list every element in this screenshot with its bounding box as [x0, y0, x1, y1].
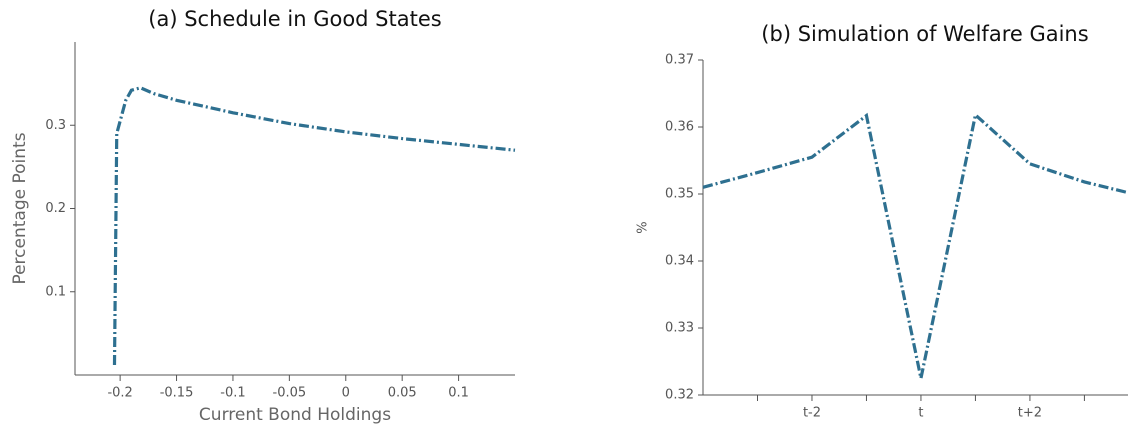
x-tick-label: 0.1 [448, 386, 469, 401]
y-tick-label: 0.37 [665, 53, 694, 68]
x-tick-label: t-2 [803, 406, 821, 421]
y-tick-label: 0.35 [665, 187, 694, 202]
y-tick-label: 0.2 [45, 201, 66, 216]
x-tick-label: 0 [342, 386, 350, 401]
x-axis-label: Current Bond Holdings [199, 405, 391, 425]
chart-title: (b) Simulation of Welfare Gains [761, 22, 1088, 46]
line-series [702, 111, 1129, 379]
x-tick-label: -0.1 [220, 386, 245, 401]
line-series [112, 86, 516, 366]
y-tick-label: 0.1 [45, 284, 66, 299]
y-tick-label: 0.33 [665, 321, 694, 336]
x-tick-label: t [918, 406, 923, 421]
y-axis-label: % [636, 221, 651, 233]
y-axis-label: Percentage Points [10, 132, 30, 284]
y-tick-label: 0.34 [665, 254, 694, 269]
x-tick-label: -0.2 [107, 386, 132, 401]
x-tick-label: -0.15 [160, 386, 194, 401]
chart-title: (a) Schedule in Good States [148, 7, 441, 31]
x-tick-label: -0.05 [273, 386, 307, 401]
y-tick-label: 0.36 [665, 120, 694, 135]
x-tick-label: 0.05 [388, 386, 417, 401]
x-tick-label: t+2 [1018, 406, 1042, 421]
y-tick-label: 0.32 [665, 388, 694, 403]
y-tick-label: 0.3 [45, 118, 66, 133]
